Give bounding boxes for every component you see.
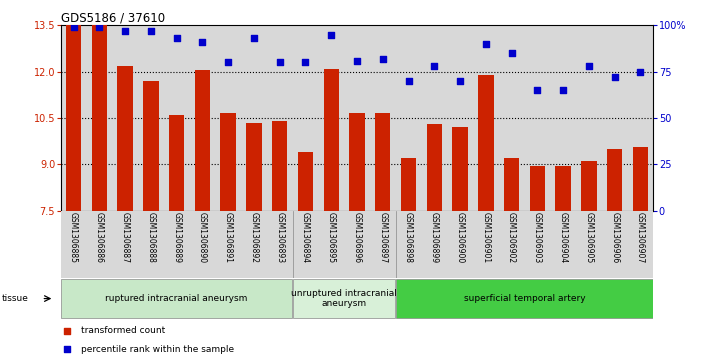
Text: GSM1306892: GSM1306892 [249,212,258,263]
Point [583,63,595,69]
Bar [91,25,107,363]
Text: GSM1306905: GSM1306905 [584,212,593,263]
Text: GSM1306889: GSM1306889 [172,212,181,263]
Bar [504,158,519,363]
Point [196,39,208,45]
Text: GSM1306885: GSM1306885 [69,212,78,263]
Bar [478,75,493,363]
Point [68,24,79,30]
Point [558,87,569,93]
Text: GSM1306898: GSM1306898 [404,212,413,263]
Point [326,32,337,38]
Text: GSM1306887: GSM1306887 [121,212,130,263]
Point [300,60,311,65]
Bar [323,69,339,363]
Text: GSM1306900: GSM1306900 [456,212,465,263]
Text: GSM1306893: GSM1306893 [275,212,284,263]
Text: GSM1306903: GSM1306903 [533,212,542,263]
Text: GSM1306906: GSM1306906 [610,212,619,263]
Bar [117,66,133,363]
Text: GDS5186 / 37610: GDS5186 / 37610 [61,11,165,24]
Bar [66,25,81,363]
Bar [221,113,236,363]
Bar [169,115,184,363]
Point [377,56,388,62]
Point [454,78,466,84]
Bar [607,149,623,363]
Point [274,60,286,65]
Bar [453,127,468,363]
Point [635,69,646,75]
Point [351,58,363,64]
FancyBboxPatch shape [396,280,653,318]
Point [223,60,234,65]
Text: transformed count: transformed count [81,326,166,335]
Text: GSM1306895: GSM1306895 [327,212,336,263]
Bar [246,123,261,363]
Point [403,78,414,84]
Text: GSM1306902: GSM1306902 [507,212,516,263]
Bar [555,166,571,363]
Text: GSM1306888: GSM1306888 [146,212,156,263]
Point [94,24,105,30]
Bar [143,81,159,363]
Text: GSM1306896: GSM1306896 [353,212,361,263]
Point [506,50,518,56]
Bar [375,113,391,363]
Point [145,28,156,34]
Point [171,36,182,41]
Point [257,246,268,252]
Text: GSM1306904: GSM1306904 [558,212,568,263]
Bar [581,161,597,363]
Point [257,75,268,81]
Text: tissue: tissue [1,294,29,303]
Text: GSM1306891: GSM1306891 [223,212,233,263]
Text: GSM1306894: GSM1306894 [301,212,310,263]
Text: GSM1306897: GSM1306897 [378,212,387,263]
Point [480,41,491,47]
Text: GSM1306907: GSM1306907 [636,212,645,263]
Bar [298,152,313,363]
Point [119,28,131,34]
Bar [426,124,442,363]
Text: GSM1306901: GSM1306901 [481,212,491,263]
Text: GSM1306899: GSM1306899 [430,212,439,263]
Text: percentile rank within the sample: percentile rank within the sample [81,345,235,354]
Bar [349,113,365,363]
Point [609,74,620,80]
FancyBboxPatch shape [61,280,292,318]
FancyBboxPatch shape [293,280,396,318]
Point [428,63,440,69]
Bar [530,166,545,363]
Point [248,36,260,41]
Bar [272,121,288,363]
Bar [401,158,416,363]
Bar [195,70,210,363]
Text: superficial temporal artery: superficial temporal artery [463,294,585,303]
Text: ruptured intracranial aneurysm: ruptured intracranial aneurysm [106,294,248,303]
Point [532,87,543,93]
Text: unruptured intracranial
aneurysm: unruptured intracranial aneurysm [291,289,397,308]
Text: GSM1306890: GSM1306890 [198,212,207,263]
Text: GSM1306886: GSM1306886 [95,212,104,263]
Bar [633,147,648,363]
